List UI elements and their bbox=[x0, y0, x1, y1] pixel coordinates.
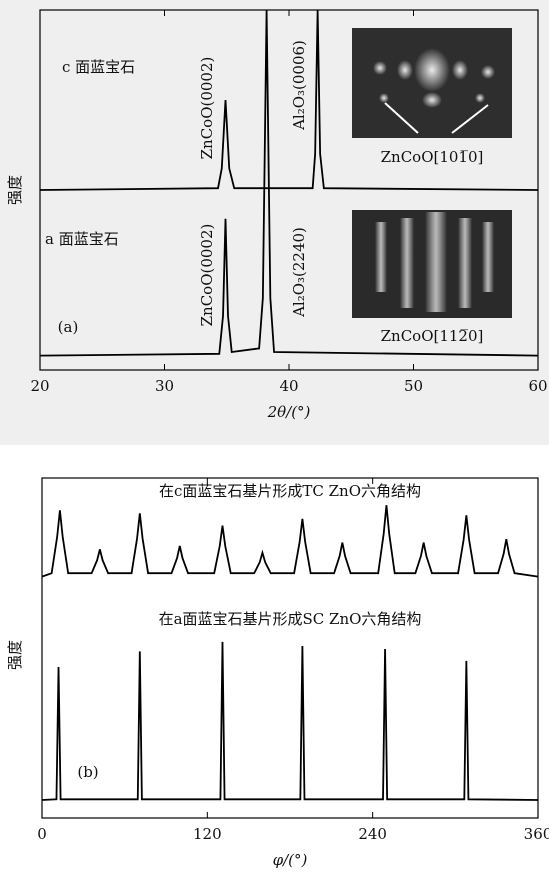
x-tick-label: 30 bbox=[155, 377, 174, 395]
curve-label: c 面蓝宝石 bbox=[62, 58, 135, 76]
curve-label: 在c面蓝宝石基片形成TC ZnO六角结构 bbox=[159, 482, 421, 500]
rheed-image-c bbox=[352, 28, 512, 138]
x-tick-label: 40 bbox=[279, 377, 298, 395]
rheed-image-a bbox=[352, 210, 512, 318]
annotation: ZnCoO[112̅0] bbox=[381, 327, 484, 345]
x-tick-label: 240 bbox=[358, 825, 387, 843]
data-line bbox=[42, 642, 538, 800]
x-tick-label: 20 bbox=[30, 377, 49, 395]
panel-label: (a) bbox=[58, 318, 79, 336]
annotation: Al₂O₃(2240) bbox=[290, 227, 308, 318]
y-axis-label: 强度 bbox=[6, 175, 24, 205]
data-line bbox=[42, 505, 538, 576]
annotation: Al₂O₃(0006) bbox=[290, 40, 308, 131]
x-tick-label: 0 bbox=[37, 825, 47, 843]
x-tick-label: 50 bbox=[404, 377, 423, 395]
x-tick-label: 120 bbox=[193, 825, 222, 843]
y-axis-label: 强度 bbox=[6, 640, 24, 670]
annotation: ZnCoO(0002) bbox=[198, 224, 216, 327]
curve-label: a 面蓝宝石 bbox=[45, 230, 119, 248]
x-axis-label: 2θ/(°) bbox=[267, 403, 311, 421]
curve-label: 在a面蓝宝石基片形成SC ZnO六角结构 bbox=[159, 610, 422, 628]
x-axis-label: φ/(°) bbox=[273, 851, 308, 869]
plot-frame bbox=[42, 478, 538, 818]
x-tick-label: 60 bbox=[528, 377, 547, 395]
panel-label: (b) bbox=[77, 763, 98, 781]
annotation: ZnCoO[101̅0] bbox=[381, 148, 484, 166]
x-tick-label: 360 bbox=[524, 825, 549, 843]
annotation: ZnCoO(0002) bbox=[198, 57, 216, 160]
figure: 20 30 40 50 60 c 面蓝宝石 a 面蓝宝石 ZnCoO(0002) Al₂O₃(0… bbox=[0, 0, 549, 879]
